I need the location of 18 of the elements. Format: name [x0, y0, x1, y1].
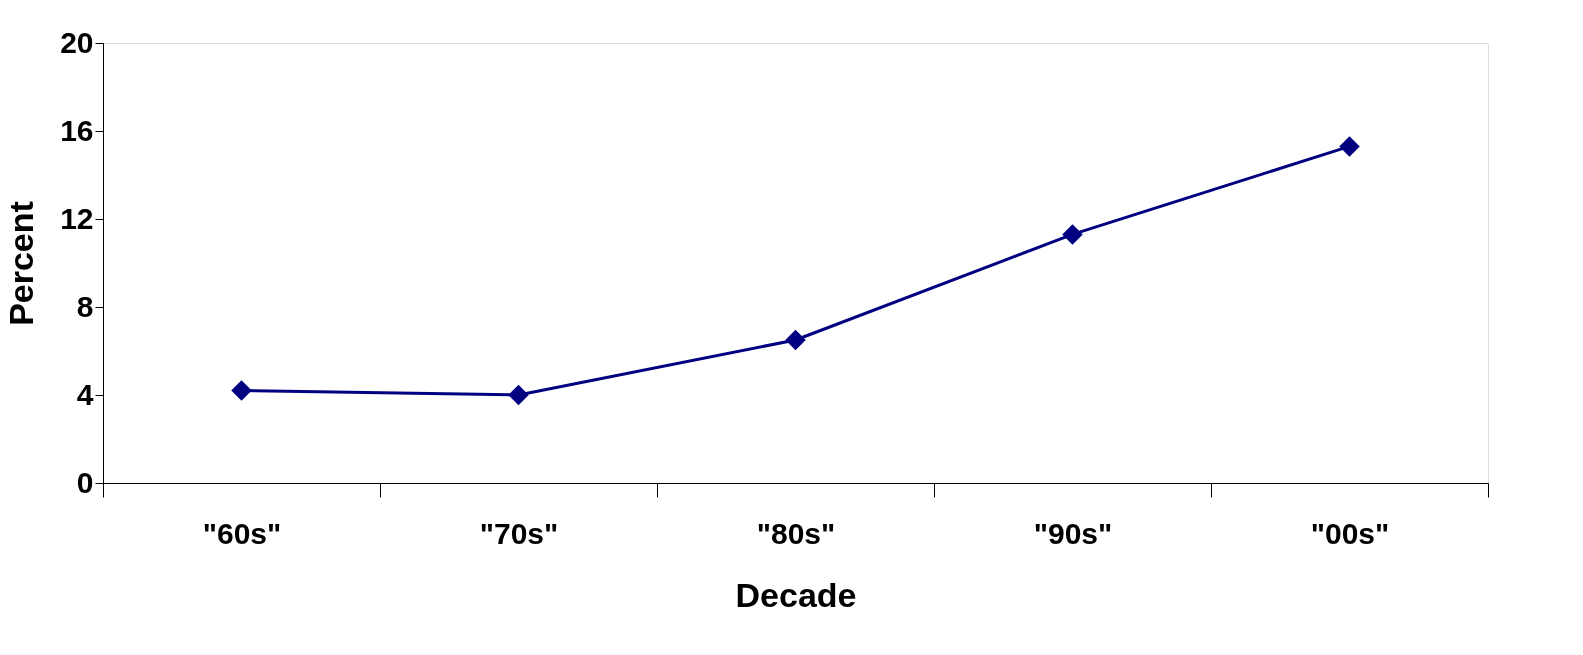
point	[1339, 136, 1360, 157]
y-tick-label: 8	[76, 289, 94, 323]
y-tick-label: 4	[76, 377, 94, 411]
x-axis-title: Decade	[735, 575, 857, 614]
point	[1062, 224, 1083, 245]
point	[508, 384, 529, 406]
y-axis-title: Percent	[2, 201, 41, 326]
x-tick-label: "70s"	[479, 516, 559, 550]
y-tick-label: 20	[60, 25, 94, 59]
x-tick-label: "00s"	[1310, 516, 1390, 550]
x-tick-label: "90s"	[1033, 516, 1113, 550]
point	[785, 329, 806, 351]
x-tick-label: "80s"	[756, 516, 836, 550]
y-tick-label: 0	[76, 465, 94, 499]
point	[231, 380, 252, 401]
y-tick-label: 16	[60, 113, 94, 147]
y-tick-label: 12	[60, 201, 94, 235]
x-tick-label: "60s"	[202, 516, 282, 550]
